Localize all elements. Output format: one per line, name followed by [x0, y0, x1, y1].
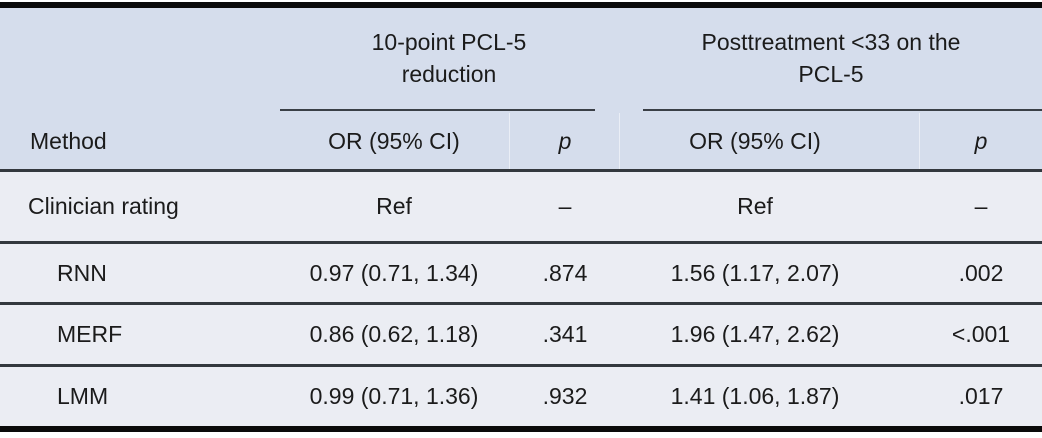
col-header-or-ci-2: OR (95% CI) — [620, 113, 920, 172]
column-group-row: 10-point PCL-5 reduction Posttreatment <… — [0, 5, 1042, 113]
or-ci-cell: 1.41 (1.06, 1.87) — [620, 365, 920, 429]
or-ci-cell: 0.97 (0.71, 1.34) — [278, 242, 510, 305]
table-row-lmm: LMM 0.99 (0.71, 1.36) .932 1.41 (1.06, 1… — [0, 365, 1042, 429]
table-row-clinician-rating: Clinician rating Ref – Ref – — [0, 170, 1042, 244]
group-row-empty-cell — [0, 5, 278, 113]
table-body: Clinician rating Ref – Ref – RNN 0.97 (0… — [0, 170, 1042, 429]
p-value-cell: .002 — [920, 242, 1042, 305]
p-value-cell: .874 — [510, 242, 620, 305]
column-group-label-1: 10-point PCL-5 reduction — [371, 28, 527, 87]
p-value-cell: – — [510, 170, 620, 244]
column-header-row: Method OR (95% CI) p OR (95% CI) p — [0, 113, 1042, 172]
column-group-header-posttreatment: Posttreatment <33 on the PCL-5 — [620, 5, 1042, 113]
or-ci-cell: Ref — [278, 170, 510, 244]
col-header-or-ci-1: OR (95% CI) — [278, 113, 510, 172]
row-method-cell: LMM — [0, 365, 278, 429]
or-ci-cell: 1.96 (1.47, 2.62) — [620, 303, 920, 367]
row-method-cell: Clinician rating — [0, 170, 278, 244]
col-header-p-1: p — [510, 113, 620, 172]
or-ci-cell: 0.99 (0.71, 1.36) — [278, 365, 510, 429]
spanner-rule-1 — [280, 109, 595, 111]
p-value-cell: .341 — [510, 303, 620, 367]
column-group-label-2: Posttreatment <33 on the PCL-5 — [701, 28, 961, 87]
table-header: 10-point PCL-5 reduction Posttreatment <… — [0, 5, 1042, 172]
row-method-cell: RNN — [0, 242, 278, 305]
row-method-cell: MERF — [0, 303, 278, 367]
p-value-cell: – — [920, 170, 1042, 244]
spanner-rule-2 — [643, 109, 1042, 111]
or-ci-cell: 1.56 (1.17, 2.07) — [620, 242, 920, 305]
col-header-p-2: p — [920, 113, 1042, 172]
table-row-rnn: RNN 0.97 (0.71, 1.34) .874 1.56 (1.17, 2… — [0, 242, 1042, 305]
or-ci-cell: Ref — [620, 170, 920, 244]
p-value-cell: .932 — [510, 365, 620, 429]
col-header-method: Method — [0, 113, 278, 172]
p-value-cell: .017 — [920, 365, 1042, 429]
column-group-header-pcl-reduction: 10-point PCL-5 reduction — [278, 5, 620, 113]
or-ci-cell: 0.86 (0.62, 1.18) — [278, 303, 510, 367]
p-value-cell: <.001 — [920, 303, 1042, 367]
table-row-merf: MERF 0.86 (0.62, 1.18) .341 1.96 (1.47, … — [0, 303, 1042, 367]
